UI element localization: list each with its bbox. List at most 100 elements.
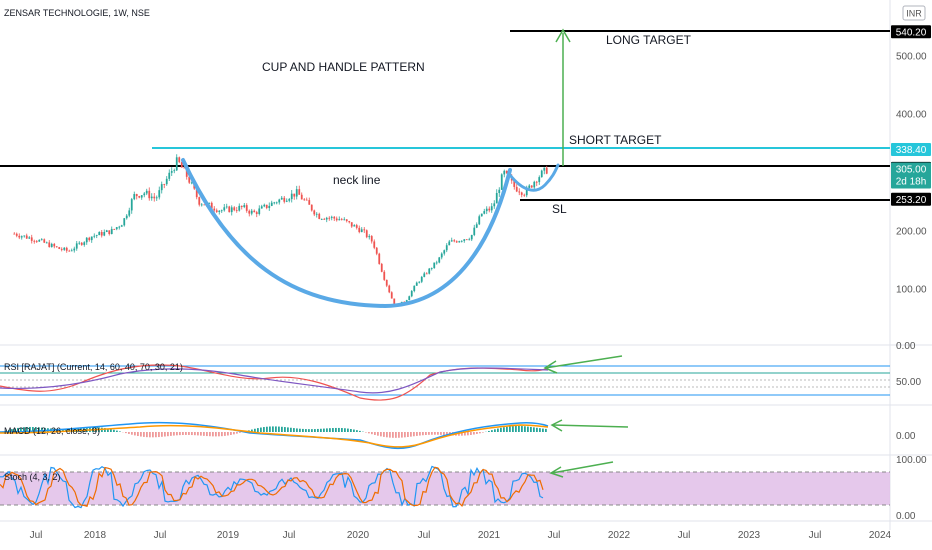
currency-label: INR xyxy=(906,9,922,19)
rsi-annotation-arrow[interactable] xyxy=(543,355,623,374)
candle xyxy=(360,227,363,233)
candle xyxy=(90,236,93,243)
macd-bar xyxy=(17,427,19,432)
macd-bar xyxy=(158,432,160,438)
macd-bar xyxy=(515,425,517,432)
macd-bar xyxy=(317,428,319,432)
candle xyxy=(73,246,76,253)
price-tag-countdown: 2d 18h xyxy=(896,177,927,188)
candle xyxy=(105,229,108,233)
time-axis[interactable]: Jul 2018 Jul 2019 Jul 2020 Jul 2021 Jul 2022 Jul 20… xyxy=(30,530,892,541)
time-tick-label: 2023 xyxy=(738,530,761,541)
candle xyxy=(203,204,206,206)
macd-bar xyxy=(308,429,310,432)
macd-bar xyxy=(446,432,448,436)
candle xyxy=(465,239,468,241)
candle xyxy=(83,241,86,247)
currency-badge[interactable] xyxy=(902,5,926,21)
rsi-axis-50: 50.00 xyxy=(896,377,921,388)
macd-bar xyxy=(110,429,112,432)
candle xyxy=(498,187,501,197)
macd-bar xyxy=(221,432,223,437)
macd-bar xyxy=(203,432,205,436)
macd-bar xyxy=(197,432,199,436)
macd-bar xyxy=(200,432,202,436)
candle xyxy=(413,285,416,293)
rsi-panel[interactable]: RSI [RAJAT] (Current, 14, 60, 40, 70, 30… xyxy=(0,341,921,401)
stoch-axis-0: 0.00 xyxy=(896,511,916,522)
candle xyxy=(243,202,246,209)
macd-bar xyxy=(140,432,142,437)
macd-annotation-arrow[interactable] xyxy=(550,419,629,432)
candle xyxy=(353,224,356,227)
candle xyxy=(45,241,48,244)
candle xyxy=(315,212,318,218)
macd-bar xyxy=(41,427,43,432)
macd-bar xyxy=(434,432,436,435)
macd-bar xyxy=(281,426,283,432)
macd-bar xyxy=(431,432,433,435)
macd-bar xyxy=(137,432,139,437)
candle xyxy=(530,185,533,189)
macd-bar xyxy=(443,432,445,436)
candle xyxy=(270,200,273,207)
candle xyxy=(435,260,438,265)
candle xyxy=(215,208,218,213)
candle xyxy=(198,196,201,207)
candle xyxy=(95,234,98,239)
stoch-panel[interactable]: Stoch (4, 3, 2) 100.00 0.00 xyxy=(0,455,927,522)
candle xyxy=(240,205,243,210)
candle xyxy=(163,183,166,189)
price-tag-label: 253.20 xyxy=(896,195,927,206)
macd-bar xyxy=(497,428,499,432)
macd-bar xyxy=(260,427,262,432)
candle xyxy=(28,236,31,240)
macd-bar xyxy=(518,425,520,432)
time-tick-label: Jul xyxy=(809,530,822,541)
time-tick-label: Jul xyxy=(154,530,167,541)
candle xyxy=(500,173,503,191)
macd-bar xyxy=(29,426,31,432)
cup-curve[interactable] xyxy=(181,158,512,309)
candle xyxy=(75,241,78,251)
candle xyxy=(333,216,336,222)
macd-panel[interactable]: MACD (12, 26, close, 9) 0.00 xyxy=(0,421,916,450)
macd-bar xyxy=(365,432,367,433)
handle-curve[interactable] xyxy=(508,163,560,192)
candle xyxy=(478,214,481,226)
macd-bar xyxy=(299,428,301,432)
candle xyxy=(375,246,378,256)
candle xyxy=(378,252,381,265)
macd-bar xyxy=(257,428,259,432)
macd-bar xyxy=(380,432,382,437)
time-tick-label: 2024 xyxy=(869,530,892,541)
candle xyxy=(443,249,446,256)
candle xyxy=(233,206,236,212)
stoch-annotation-arrow[interactable] xyxy=(549,461,614,478)
candle xyxy=(145,188,148,196)
macd-bar xyxy=(353,429,355,432)
candle xyxy=(98,231,101,236)
candle xyxy=(493,200,496,209)
pattern-label: CUP AND HANDLE PATTERN xyxy=(262,60,425,74)
macd-bar xyxy=(404,432,406,438)
candle xyxy=(268,202,271,211)
macd-bar xyxy=(464,432,466,436)
candle xyxy=(150,193,153,201)
candle xyxy=(173,168,176,174)
candle xyxy=(88,236,91,242)
macd-bar xyxy=(104,428,106,432)
symbol-header: ZENSAR TECHNOLOGIE, 1W, NSE xyxy=(4,8,150,18)
candle xyxy=(518,188,521,196)
macd-bar xyxy=(191,432,193,436)
candle xyxy=(93,233,96,239)
candle xyxy=(158,186,161,200)
macd-bar xyxy=(224,432,226,436)
macd-bar xyxy=(23,427,25,432)
candle xyxy=(418,281,421,284)
candle xyxy=(103,229,106,237)
macd-bar xyxy=(314,429,316,432)
macd-bar xyxy=(167,432,169,437)
candle xyxy=(115,226,118,231)
